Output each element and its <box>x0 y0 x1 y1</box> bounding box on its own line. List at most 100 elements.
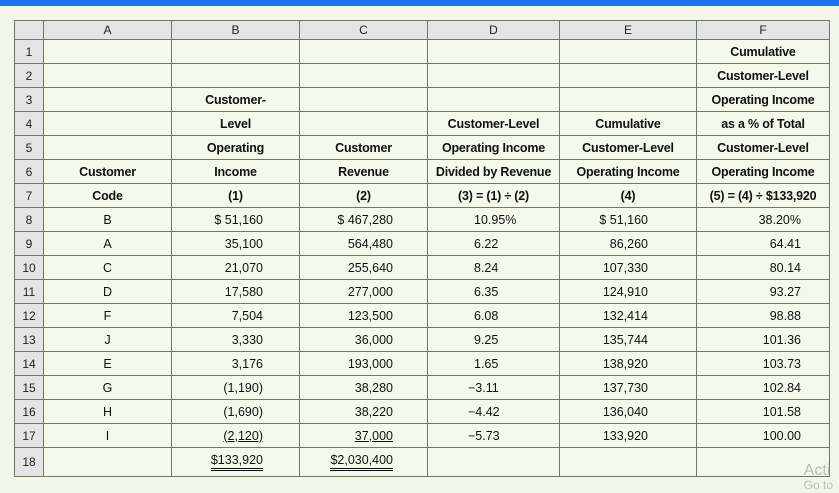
cell-revenue[interactable]: $ 467,280 <box>299 207 428 232</box>
cell[interactable]: Customer-Level <box>427 111 560 136</box>
cell-operating-income[interactable]: (2,120) <box>171 423 300 448</box>
cell[interactable] <box>43 447 172 477</box>
cell[interactable] <box>43 111 172 136</box>
row-number[interactable]: 9 <box>14 231 44 256</box>
cell-cumulative-pct[interactable]: 93.27 <box>696 279 830 304</box>
cell[interactable]: Operating <box>171 135 300 160</box>
cell[interactable] <box>299 39 428 64</box>
cell[interactable]: as a % of Total <box>696 111 830 136</box>
cell-operating-income[interactable]: 3,330 <box>171 327 300 352</box>
row-number[interactable]: 8 <box>14 207 44 232</box>
cell-revenue[interactable]: 193,000 <box>299 351 428 376</box>
cell-customer-code[interactable]: B <box>43 207 172 232</box>
cell-operating-income[interactable]: (1,190) <box>171 375 300 400</box>
select-all-corner[interactable] <box>14 20 44 40</box>
cell-customer-code[interactable]: J <box>43 327 172 352</box>
cell-income-to-revenue[interactable]: 6.35 <box>427 279 560 304</box>
row-number[interactable]: 7 <box>14 183 44 208</box>
cell-cumulative-income[interactable]: 107,330 <box>559 255 697 280</box>
cell-revenue[interactable]: 37,000 <box>299 423 428 448</box>
cell[interactable] <box>559 447 697 477</box>
cell-revenue[interactable]: 36,000 <box>299 327 428 352</box>
cell[interactable] <box>171 39 300 64</box>
cell[interactable] <box>427 39 560 64</box>
cell-cumulative-pct[interactable]: 38.20% <box>696 207 830 232</box>
column-header-e[interactable]: E <box>559 20 697 40</box>
cell-customer-code[interactable]: A <box>43 231 172 256</box>
cell-income-to-revenue[interactable]: 6.08 <box>427 303 560 328</box>
row-number[interactable]: 6 <box>14 159 44 184</box>
cell-customer-code[interactable]: C <box>43 255 172 280</box>
row-number[interactable]: 4 <box>14 111 44 136</box>
cell[interactable]: Customer-Level <box>696 63 830 88</box>
column-header-f[interactable]: F <box>696 20 830 40</box>
cell[interactable]: Operating Income <box>696 159 830 184</box>
cell[interactable]: (2) <box>299 183 428 208</box>
row-number[interactable]: 10 <box>14 255 44 280</box>
cell[interactable]: Customer <box>299 135 428 160</box>
cell-customer-code[interactable]: E <box>43 351 172 376</box>
cell[interactable] <box>427 447 560 477</box>
cell[interactable]: Operating Income <box>559 159 697 184</box>
cell[interactable]: Cumulative <box>696 39 830 64</box>
row-number[interactable]: 11 <box>14 279 44 304</box>
cell-cumulative-income[interactable]: 137,730 <box>559 375 697 400</box>
cell-income-to-revenue[interactable]: 9.25 <box>427 327 560 352</box>
cell-income-to-revenue[interactable]: 8.24 <box>427 255 560 280</box>
cell-income-to-revenue[interactable]: 1.65 <box>427 351 560 376</box>
cell-income-to-revenue[interactable]: 6.22 <box>427 231 560 256</box>
cell-revenue[interactable]: 277,000 <box>299 279 428 304</box>
cell-cumulative-pct[interactable]: 64.41 <box>696 231 830 256</box>
row-number[interactable]: 17 <box>14 423 44 448</box>
cell-cumulative-income[interactable]: 124,910 <box>559 279 697 304</box>
cell-cumulative-income[interactable]: 136,040 <box>559 399 697 424</box>
cell-income-to-revenue[interactable]: −3.11 <box>427 375 560 400</box>
cell-operating-income[interactable]: 17,580 <box>171 279 300 304</box>
cell-total-income[interactable]: $133,920 <box>171 447 300 477</box>
cell-revenue[interactable]: 38,280 <box>299 375 428 400</box>
row-number[interactable]: 16 <box>14 399 44 424</box>
cell-cumulative-pct[interactable]: 100.00 <box>696 423 830 448</box>
cell-revenue[interactable]: 38,220 <box>299 399 428 424</box>
cell-cumulative-income[interactable]: 138,920 <box>559 351 697 376</box>
cell[interactable]: Level <box>171 111 300 136</box>
cell[interactable]: Revenue <box>299 159 428 184</box>
column-header-c[interactable]: C <box>299 20 428 40</box>
row-number[interactable]: 3 <box>14 87 44 112</box>
cell[interactable]: Divided by Revenue <box>427 159 560 184</box>
cell[interactable] <box>427 87 560 112</box>
cell[interactable] <box>559 87 697 112</box>
cell-cumulative-income[interactable]: 86,260 <box>559 231 697 256</box>
cell[interactable]: (1) <box>171 183 300 208</box>
cell-income-to-revenue[interactable]: 10.95% <box>427 207 560 232</box>
cell-cumulative-pct[interactable]: 80.14 <box>696 255 830 280</box>
cell[interactable] <box>696 447 830 477</box>
cell-cumulative-income[interactable]: 132,414 <box>559 303 697 328</box>
cell[interactable] <box>43 63 172 88</box>
cell[interactable] <box>299 111 428 136</box>
cell-income-to-revenue[interactable]: −5.73 <box>427 423 560 448</box>
cell[interactable]: (5) = (4) ÷ $133,920 <box>696 183 830 208</box>
cell[interactable]: Customer-Level <box>696 135 830 160</box>
cell[interactable]: Customer-Level <box>559 135 697 160</box>
cell-total-revenue[interactable]: $2,030,400 <box>299 447 428 477</box>
cell-cumulative-income[interactable]: $ 51,160 <box>559 207 697 232</box>
cell[interactable] <box>299 63 428 88</box>
cell[interactable] <box>43 135 172 160</box>
cell[interactable] <box>299 87 428 112</box>
cell-operating-income[interactable]: (1,690) <box>171 399 300 424</box>
cell-customer-code[interactable]: D <box>43 279 172 304</box>
cell[interactable] <box>559 63 697 88</box>
cell[interactable]: Operating Income <box>696 87 830 112</box>
cell-revenue[interactable]: 123,500 <box>299 303 428 328</box>
cell[interactable]: Customer- <box>171 87 300 112</box>
cell-revenue[interactable]: 255,640 <box>299 255 428 280</box>
cell-cumulative-income[interactable]: 135,744 <box>559 327 697 352</box>
cell[interactable] <box>43 39 172 64</box>
cell[interactable]: Customer <box>43 159 172 184</box>
cell-cumulative-income[interactable]: 133,920 <box>559 423 697 448</box>
cell-cumulative-pct[interactable]: 103.73 <box>696 351 830 376</box>
row-number[interactable]: 12 <box>14 303 44 328</box>
column-header-d[interactable]: D <box>427 20 560 40</box>
cell[interactable]: (3) = (1) ÷ (2) <box>427 183 560 208</box>
